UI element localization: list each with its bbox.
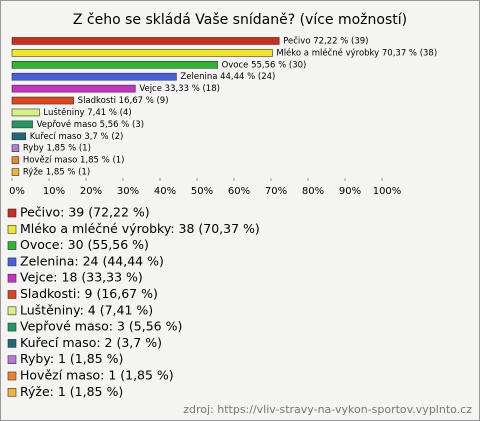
legend-label: Rýže: 1 (1,85 %): [20, 384, 123, 399]
legend-swatch: [7, 387, 17, 397]
value-label: Rýže 1,85 % (1): [23, 168, 90, 178]
bar: [11, 168, 20, 176]
value-label: Zelenina 44,44 % (24): [180, 72, 275, 82]
legend-label: Kuřecí maso: 2 (3,7 %): [20, 335, 162, 350]
legend-swatch: [7, 241, 17, 250]
legend-label: Sladkosti: 9 (16,67 %): [20, 286, 158, 301]
x-tick-label: 80%: [302, 186, 324, 197]
value-label: Mléko a mléčné výrobky 70,37 % (38): [276, 47, 437, 58]
legend-swatch: [7, 355, 17, 365]
x-tick-label: 70%: [265, 186, 287, 197]
bar: [11, 37, 280, 45]
bar: [11, 120, 33, 129]
bar: [11, 72, 177, 81]
x-tick-label: 90%: [339, 186, 361, 197]
bar: [11, 84, 136, 93]
x-tick-label: 100%: [373, 186, 402, 197]
chart-title: Z čeho se skládá Vaše snídaně? (více mož…: [73, 12, 407, 28]
value-label: Vejce 33,33 % (18): [139, 84, 220, 94]
legend-swatch: [7, 290, 17, 299]
x-tick-label: 60%: [228, 186, 250, 197]
legend-swatch: [7, 257, 17, 267]
legend-swatch: [7, 306, 17, 316]
x-tick-label: 10%: [43, 186, 65, 197]
legend-swatch: [7, 339, 17, 348]
legend-label: Mléko a mléčné výrobky: 38 (70,37 %): [20, 221, 260, 236]
value-label: Ryby 1,85 % (1): [23, 144, 91, 154]
value-label: Luštěniny 7,41 % (4): [43, 107, 131, 118]
bar: [11, 132, 26, 141]
value-label: Hovězí maso 1,85 % (1): [23, 156, 125, 166]
value-label: Ovoce 55,56 % (30): [222, 60, 307, 70]
x-tick-label: 20%: [80, 186, 102, 197]
bar: [11, 144, 20, 153]
legend-label: Pečivo: 39 (72,22 %): [20, 205, 150, 220]
x-tick-label: 0%: [9, 186, 25, 197]
legend-swatch: [7, 371, 17, 381]
x-tick-label: 30%: [117, 186, 139, 197]
x-tick-label: 40%: [154, 186, 176, 197]
legend-label: Luštěniny: 4 (7,41 %): [20, 302, 153, 317]
bar: [11, 108, 40, 117]
value-label: Sladkosti 16,67 % (9): [78, 96, 169, 106]
bar: [11, 156, 20, 164]
legend-label: Vejce: 18 (33,33 %): [20, 270, 143, 285]
bar: [11, 96, 74, 105]
value-label: Vepřové maso 5,56 % (3): [37, 119, 145, 130]
value-label: Kuřecí maso 3,7 % (2): [30, 132, 124, 142]
legend-label: Ovoce: 30 (55,56 %): [20, 237, 149, 252]
legend-label: Zelenina: 24 (44,44 %): [20, 253, 164, 268]
legend-label: Vepřové maso: 3 (5,56 %): [20, 319, 182, 334]
legend-label: Ryby: 1 (1,85 %): [20, 351, 123, 366]
value-label: Pečivo 72,22 % (39): [283, 35, 368, 46]
legend-swatch: [7, 225, 17, 234]
legend-swatch: [7, 208, 17, 218]
source: zdroj: https://vliv-stravy-na-vykon-spor…: [183, 403, 472, 416]
legend-label: Hovězí maso: 1 (1,85 %): [20, 368, 174, 383]
bar: [11, 49, 273, 57]
bar: [11, 60, 218, 69]
legend-swatch: [7, 322, 17, 332]
x-tick-label: 50%: [191, 186, 213, 197]
legend-swatch: [7, 273, 17, 283]
